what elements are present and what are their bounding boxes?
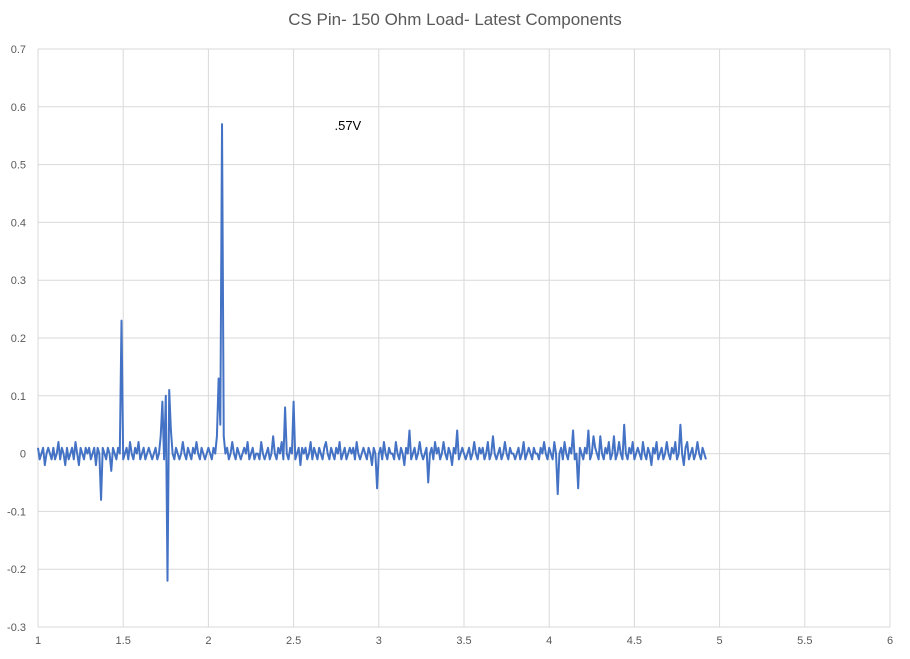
x-axis-tick-labels: 1 1.5 2 2.5 3 3.5 4 4.5 5 5.5 6 (35, 635, 893, 647)
y-axis-tick-labels: -0.3 -0.2 -0.1 0 0.1 0.2 0.3 0.4 0.5 0.6 0.7 (7, 44, 26, 634)
grid-lines (37, 48, 891, 628)
x-tick-label: 6 (887, 635, 893, 647)
y-tick-label: 0.1 (11, 391, 26, 403)
x-tick-label: 4.5 (627, 635, 642, 647)
y-tick-label: 0.3 (11, 275, 26, 287)
series-layer (37, 123, 707, 582)
x-tick-label: 4 (546, 635, 552, 647)
y-tick-label: -0.1 (7, 506, 26, 518)
y-tick-label: 0 (20, 449, 26, 461)
x-tick-label: 3 (376, 635, 382, 647)
chart-title: CS Pin- 150 Ohm Load- Latest Components (288, 10, 622, 29)
y-tick-label: 0.4 (11, 217, 26, 229)
y-tick-label: 0.6 (11, 102, 26, 114)
x-tick-label: 2 (205, 635, 211, 647)
y-tick-label: 0.7 (11, 44, 26, 56)
y-tick-label: -0.2 (7, 564, 26, 576)
x-tick-label: 1.5 (116, 635, 131, 647)
y-tick-label: -0.3 (7, 622, 26, 634)
series-line (37, 123, 707, 582)
x-tick-label: 5.5 (797, 635, 812, 647)
x-tick-label: 2.5 (286, 635, 301, 647)
annotation-layer: .57V (334, 118, 361, 133)
x-tick-label: 3.5 (456, 635, 471, 647)
y-tick-label: 0.2 (11, 333, 26, 345)
x-tick-label: 1 (35, 635, 41, 647)
peak-annotation: .57V (334, 118, 361, 133)
x-tick-label: 5 (717, 635, 723, 647)
y-tick-label: 0.5 (11, 160, 26, 172)
